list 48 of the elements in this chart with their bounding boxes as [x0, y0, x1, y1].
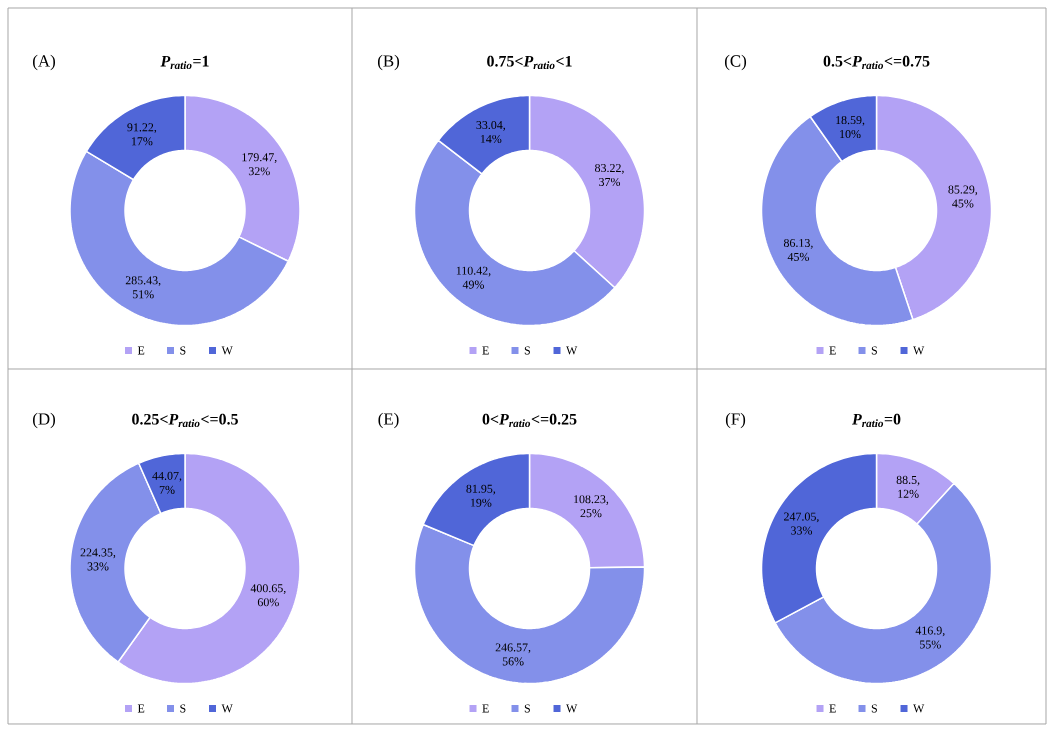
legend-label: W — [221, 704, 233, 713]
data-label: 18.59, 10% — [836, 116, 865, 139]
data-label: 85.29, 45% — [948, 185, 978, 208]
chart-title: P$_{ratio}$=1 — [160, 55, 209, 70]
legend-label: S — [871, 704, 877, 713]
legend-label: S — [524, 346, 530, 355]
legend-label: S — [871, 346, 877, 355]
chart-title: 0.25<P$_{ratio}$<=0.5 — [132, 413, 238, 428]
data-label: 86.13, 45% — [783, 238, 813, 261]
legend-label: S — [524, 704, 530, 713]
data-label: 179.47, 32% — [242, 153, 277, 176]
legend-label: S — [180, 704, 186, 713]
data-label: 44.07, 7% — [152, 471, 182, 494]
data-label: 224.35, 33% — [80, 548, 116, 571]
legend-label: E — [482, 346, 489, 355]
legend-label: W — [566, 704, 578, 713]
text: (B) — [377, 54, 400, 71]
text: (E) — [378, 412, 399, 429]
text: (C) — [724, 54, 747, 71]
data-label: 81.95, 19% — [466, 484, 496, 507]
data-label: 285.43, 51% — [125, 276, 161, 299]
legend-label: E — [137, 704, 145, 713]
legend-label: W — [221, 346, 233, 355]
data-label: 110.42, 49% — [456, 266, 491, 289]
chart-title: P$_{ratio}$=0 — [852, 413, 901, 428]
data-label: 416.9, 55% — [915, 626, 945, 649]
legend-label: W — [913, 704, 925, 713]
data-label: 246.57, 56% — [495, 643, 531, 666]
legend-label: E — [137, 346, 145, 355]
text: (D) — [33, 412, 56, 429]
legend-label: E — [482, 704, 489, 713]
data-label: 83.22, 37% — [595, 163, 624, 187]
legend-label: S — [180, 346, 186, 355]
legend-label: W — [566, 346, 578, 355]
data-label: 88.5, 12% — [896, 475, 920, 498]
legend-label: E — [829, 704, 836, 713]
legend-label: W — [913, 346, 925, 355]
data-label: 247.05, 33% — [784, 512, 819, 535]
chart-title: 0.75<P$_{ratio}$<1 — [487, 55, 572, 70]
legend-label: E — [829, 346, 836, 355]
data-label: 108.23, 25% — [574, 495, 609, 518]
data-label: 400.65, 60% — [250, 584, 286, 607]
data-label: 91.22, 17% — [127, 123, 157, 146]
chart-title: 0<P$_{ratio}$<=0.25 — [482, 413, 577, 428]
data-label: 33.04, 14% — [476, 120, 506, 144]
text: (F) — [725, 412, 746, 429]
text: (A) — [33, 54, 56, 71]
chart-title: 0.5<P$_{ratio}$<=0.75 — [823, 55, 930, 70]
